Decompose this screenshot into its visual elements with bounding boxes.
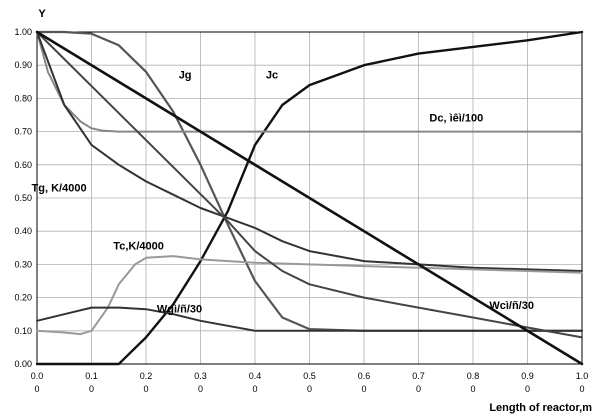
x-tick-label: 0.4	[249, 371, 262, 381]
x-tick-sublabel: 0	[416, 384, 421, 394]
series-line-wc-30	[36, 31, 583, 339]
series-annotation: Tg, K/4000	[32, 182, 87, 194]
x-tick-sublabel: 0	[307, 384, 312, 394]
x-tick-sublabel: 0	[198, 384, 203, 394]
y-tick-label: 0.00	[14, 359, 32, 369]
x-tick-label: 0.8	[467, 371, 480, 381]
y-tick-label: 0.40	[14, 226, 32, 236]
x-tick-label: 0.9	[521, 371, 534, 381]
y-tick-label: 0.10	[14, 326, 32, 336]
plot-frame	[36, 31, 583, 365]
series-annotation: Jg	[179, 69, 192, 81]
x-tick-labels: 0.0 0 0.1 0 0.2 0 0.3 0 0.4 0 0.5 0 0.6 0 0.7 0 0.8 0 0.9 0…	[31, 371, 589, 394]
x-tick-label: 0.5	[303, 371, 316, 381]
y-tick-label: 0.60	[14, 160, 32, 170]
series-annotation: Wcì/ñ/30	[489, 300, 534, 312]
x-tick-label: 0.1	[85, 371, 98, 381]
x-tick-label: 0.0	[31, 371, 44, 381]
series-line-tc-k-4000	[36, 255, 583, 336]
series-line-jc	[35, 30, 584, 366]
series-line-wg-30	[36, 306, 583, 332]
x-tick-label: 0.2	[140, 371, 153, 381]
x-tick-label: 0.7	[412, 371, 425, 381]
x-tick-label: 0.6	[358, 371, 371, 381]
series-annotations: Jg Jc Dc, ìêì/100 Tg, K/4000 Tc,K/4000 Wgì/ñ/…	[32, 69, 534, 315]
y-tick-label: 0.50	[14, 193, 32, 203]
x-tick-sublabel: 0	[252, 384, 257, 394]
x-tick-sublabel: 0	[34, 384, 39, 394]
series-annotation: Jc	[266, 69, 278, 81]
x-tick-sublabel: 0	[579, 384, 584, 394]
x-tick-sublabel: 0	[525, 384, 530, 394]
y-tick-label: 1.00	[14, 27, 32, 37]
x-tick-sublabel: 0	[143, 384, 148, 394]
x-tick-label: 1.0	[576, 371, 589, 381]
series-line-diagonal	[35, 30, 584, 366]
y-tick-label: 0.80	[14, 93, 32, 103]
series-annotation: Tc,K/4000	[113, 240, 164, 252]
x-axis-label: Length of reactor,m	[489, 402, 592, 414]
y-tick-label: 0.70	[14, 127, 32, 137]
x-tick-label: 0.3	[194, 371, 207, 381]
y-tick-label: 0.90	[14, 60, 32, 70]
y-axis-label: Y	[38, 8, 46, 20]
y-tick-label: 0.20	[14, 293, 32, 303]
x-tick-sublabel: 0	[470, 384, 475, 394]
series-annotation: Wgì/ñ/30	[157, 304, 202, 316]
y-tick-labels: 0.00 0.10 0.20 0.30 0.40 0.50 0.60 0.70 0.80 0.90…	[14, 27, 32, 369]
x-tick-sublabel: 0	[361, 384, 366, 394]
series-line-tg-k-4000	[36, 31, 583, 272]
series-layer	[35, 30, 584, 366]
series-annotation: Dc, ìêì/100	[429, 113, 483, 125]
x-tick-sublabel: 0	[89, 384, 94, 394]
y-tick-label: 0.30	[14, 259, 32, 269]
